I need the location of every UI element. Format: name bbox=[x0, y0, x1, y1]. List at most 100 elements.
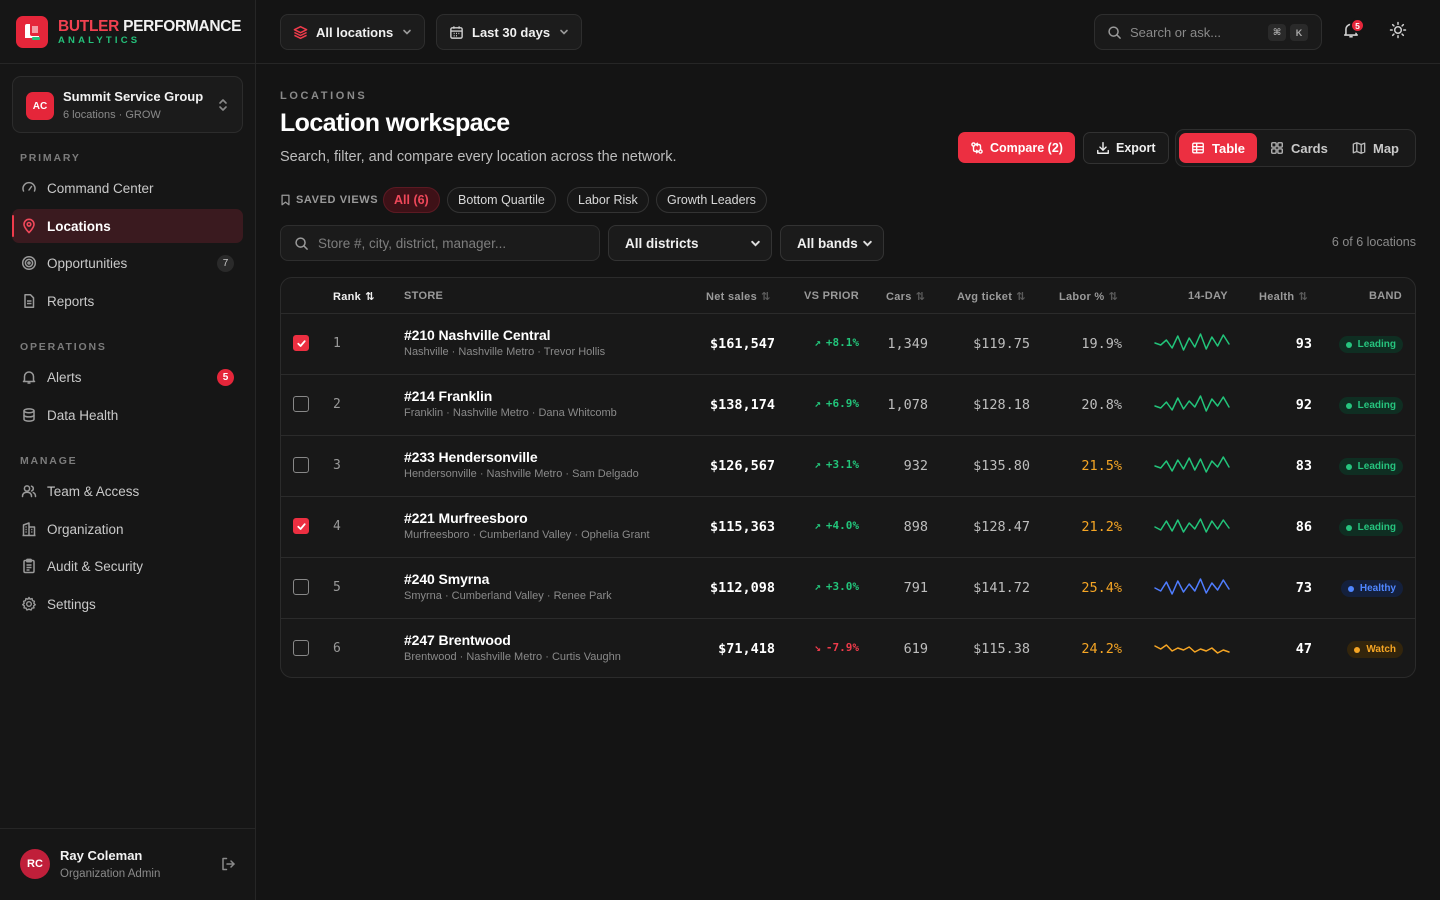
table-row[interactable]: 4 #221 Murfreesboro Murfreesboro · Cumberl… bbox=[281, 497, 1415, 558]
chevron-down-icon bbox=[559, 27, 569, 37]
table-row[interactable]: 3 #233 Hendersonville Hendersonville · Nas… bbox=[281, 436, 1415, 497]
cell-labor: 21.2% bbox=[1081, 519, 1122, 535]
user-name: Ray Coleman bbox=[60, 848, 143, 863]
sidebar-item-data-health[interactable]: Data Health bbox=[12, 398, 243, 432]
cell-store: #210 Nashville Central Nashville · Nashvi… bbox=[404, 327, 605, 358]
store-name-link[interactable]: #247 Brentwood bbox=[404, 632, 511, 648]
band-badge: Leading bbox=[1338, 336, 1403, 353]
column-header-avg-ticket[interactable]: Avg ticket ⇅ bbox=[957, 290, 1026, 304]
cell-avg-ticket: $115.38 bbox=[973, 641, 1030, 657]
sidebar-item-team-access[interactable]: Team & Access bbox=[12, 474, 243, 508]
store-name-link[interactable]: #233 Hendersonville bbox=[404, 449, 538, 465]
cell-health: 73 bbox=[1295, 580, 1312, 596]
column-header-net-sales[interactable]: Net sales ⇅ bbox=[706, 290, 771, 304]
sidebar-item-locations[interactable]: Locations bbox=[12, 209, 243, 243]
sparkline-14-day bbox=[1154, 578, 1230, 595]
chevron-down-icon bbox=[750, 238, 761, 249]
sidebar-item-label: Organization bbox=[47, 521, 124, 537]
logout-icon[interactable] bbox=[220, 856, 236, 872]
view-map-tab[interactable]: Map bbox=[1340, 133, 1411, 163]
cell-vs-prior: ↗ +6.9% bbox=[814, 397, 859, 410]
search-input[interactable] bbox=[1130, 24, 1270, 40]
saved-view-chip-labor-risk[interactable]: Labor Risk bbox=[567, 187, 649, 213]
saved-view-chip-bottom-quartile[interactable]: Bottom Quartile bbox=[447, 187, 556, 213]
sidebar-item-reports[interactable]: Reports bbox=[12, 284, 243, 318]
sidebar-item-label: Alerts bbox=[47, 369, 82, 385]
sort-icon: ⇅ bbox=[761, 291, 771, 303]
brand[interactable]: BUTLER PERFORMANCE ANALYTICS bbox=[16, 15, 242, 49]
district-select[interactable]: All districts bbox=[608, 225, 772, 261]
column-header-health[interactable]: Health ⇅ bbox=[1259, 290, 1308, 304]
vs-prior-value: +8.1% bbox=[825, 336, 859, 349]
compare-button-label: Compare (2) bbox=[990, 140, 1063, 155]
sparkline-14-day bbox=[1154, 456, 1230, 473]
store-name-link[interactable]: #221 Murfreesboro bbox=[404, 510, 528, 526]
sidebar-item-alerts[interactable]: Alerts 5 bbox=[12, 360, 243, 394]
layers-icon bbox=[293, 25, 308, 40]
column-header-labor[interactable]: Labor % ⇅ bbox=[1059, 290, 1118, 304]
row-select-checkbox[interactable] bbox=[293, 640, 309, 656]
sidebar-item-label: Command Center bbox=[47, 180, 154, 196]
bookmark-icon bbox=[280, 194, 291, 206]
brand-name: BUTLER PERFORMANCE bbox=[58, 18, 242, 35]
sidebar-item-label: Audit & Security bbox=[47, 558, 144, 574]
sidebar-item-organization[interactable]: Organization bbox=[12, 512, 243, 546]
store-name-link[interactable]: #210 Nashville Central bbox=[404, 327, 551, 343]
table-row[interactable]: 1 #210 Nashville Central Nashville · Nashv… bbox=[281, 314, 1415, 375]
row-select-checkbox[interactable] bbox=[293, 457, 309, 473]
location-filter-search[interactable] bbox=[280, 225, 600, 261]
nav-section-primary: PRIMARY bbox=[20, 152, 81, 164]
date-range-dropdown[interactable]: Last 30 days bbox=[436, 14, 583, 50]
row-select-checkbox[interactable] bbox=[293, 579, 309, 595]
store-meta: Franklin · Nashville Metro · Dana Whitco… bbox=[404, 407, 617, 419]
band-badge: Healthy bbox=[1340, 580, 1403, 597]
calendar-icon bbox=[449, 25, 464, 40]
sparkline-14-day bbox=[1154, 518, 1230, 533]
table-row[interactable]: 2 #214 Franklin Franklin · Nashville Metro… bbox=[281, 375, 1415, 436]
saved-view-chip-growth-leaders[interactable]: Growth Leaders bbox=[656, 187, 767, 213]
table-row[interactable]: 5 #240 Smyrna Smyrna · Cumberland Valley ·… bbox=[281, 558, 1415, 619]
store-name-link[interactable]: #214 Franklin bbox=[404, 388, 493, 404]
sidebar-item-label: Data Health bbox=[47, 407, 119, 423]
sidebar-item-audit-security[interactable]: Audit & Security bbox=[12, 549, 243, 583]
status-dot-icon bbox=[1345, 402, 1352, 409]
location-search-input[interactable] bbox=[318, 235, 588, 251]
compare-button[interactable]: Compare (2) bbox=[958, 132, 1075, 163]
store-name-link[interactable]: #240 Smyrna bbox=[404, 571, 490, 587]
org-switcher[interactable]: AC Summit Service Group 6 locations · GR… bbox=[12, 76, 243, 133]
sidebar-item-opportunities[interactable]: Opportunities 7 bbox=[12, 246, 243, 280]
avatar[interactable]: RC bbox=[20, 849, 50, 879]
sidebar: BUTLER PERFORMANCE ANALYTICS AC Summit S… bbox=[0, 0, 256, 900]
global-search[interactable]: ⌘ K bbox=[1094, 14, 1322, 50]
kbd-k: K bbox=[1290, 24, 1308, 41]
user-profile: RC Ray Coleman Organization Admin bbox=[0, 828, 256, 900]
theme-toggle-sun-icon[interactable] bbox=[1389, 21, 1407, 39]
cell-avg-ticket: $135.80 bbox=[973, 458, 1030, 474]
band-badge: Leading bbox=[1338, 458, 1403, 475]
search-icon bbox=[1107, 25, 1122, 40]
row-select-checkbox[interactable] bbox=[293, 396, 309, 412]
row-select-checkbox[interactable] bbox=[293, 335, 309, 351]
sidebar-item-label: Team & Access bbox=[47, 483, 140, 499]
view-table-tab[interactable]: Table bbox=[1179, 133, 1257, 163]
saved-view-chip-all[interactable]: All (6) bbox=[383, 187, 440, 213]
cell-rank: 6 bbox=[333, 641, 341, 656]
sidebar-item-command-center[interactable]: Command Center bbox=[12, 171, 243, 205]
cell-avg-ticket: $141.72 bbox=[973, 580, 1030, 596]
table-row[interactable]: 6 #247 Brentwood Brentwood · Nashville Met… bbox=[281, 619, 1415, 677]
export-button[interactable]: Export bbox=[1083, 132, 1169, 164]
band-select[interactable]: All bands bbox=[780, 225, 884, 261]
band-label: Leading bbox=[1357, 522, 1396, 533]
sidebar-item-settings[interactable]: Settings bbox=[12, 587, 243, 621]
locations-dropdown[interactable]: All locations bbox=[280, 14, 426, 50]
cell-vs-prior: ↗ +3.0% bbox=[814, 580, 859, 593]
cell-rank: 2 bbox=[333, 397, 341, 412]
column-header-rank[interactable]: Rank ⇅ bbox=[333, 290, 375, 304]
column-header-label: Cars bbox=[886, 290, 912, 303]
cell-labor: 21.5% bbox=[1081, 458, 1122, 474]
row-select-checkbox[interactable] bbox=[293, 518, 309, 534]
cell-labor: 19.9% bbox=[1081, 336, 1122, 352]
view-cards-tab[interactable]: Cards bbox=[1258, 133, 1340, 163]
column-header-cars[interactable]: Cars ⇅ bbox=[886, 290, 925, 304]
users-icon bbox=[20, 482, 38, 500]
